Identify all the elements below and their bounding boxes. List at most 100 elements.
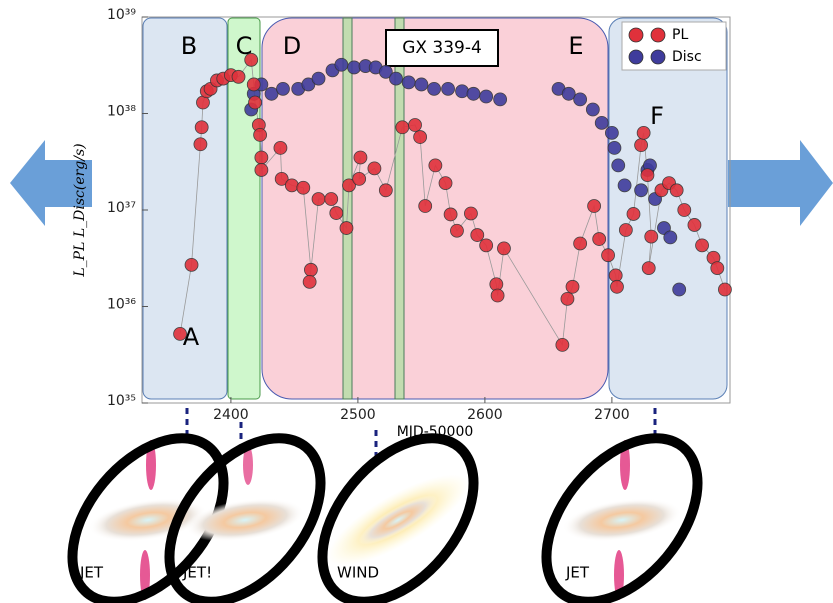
data-point — [173, 327, 187, 341]
data-point — [276, 81, 290, 96]
data-point — [193, 137, 208, 152]
data-point — [254, 163, 269, 177]
data-point — [636, 125, 651, 140]
legend-marker — [628, 49, 644, 65]
disc — [562, 498, 682, 542]
diagram-label: JET! — [182, 564, 212, 582]
data-point — [443, 207, 458, 222]
data-point — [611, 158, 626, 173]
data-point — [607, 141, 622, 155]
legend-label: Disc — [672, 49, 702, 65]
data-point — [264, 86, 279, 101]
data-point — [470, 228, 485, 242]
frame — [317, 433, 479, 603]
diagram-label: JET — [565, 564, 590, 582]
data-point — [401, 75, 416, 90]
data-point — [194, 120, 209, 135]
right-arrow — [728, 140, 833, 226]
jet — [620, 440, 630, 490]
data-point — [418, 199, 433, 213]
data-point — [395, 120, 410, 135]
y-tick-label: 10³⁷ — [107, 200, 136, 216]
data-point — [672, 282, 687, 297]
data-point — [610, 279, 624, 294]
data-point — [184, 257, 199, 272]
data-point — [342, 178, 356, 193]
region-label: A — [183, 323, 200, 351]
region-b — [142, 17, 228, 400]
data-point — [352, 172, 367, 186]
y-tick-label: 10³⁹ — [107, 7, 136, 23]
data-point — [254, 150, 269, 165]
data-point — [634, 183, 649, 198]
data-point — [304, 262, 318, 277]
data-point — [273, 141, 288, 155]
x-tick-label: 2600 — [467, 407, 503, 423]
title-box — [385, 29, 499, 67]
plot: 2400 2500 2600 2700 10³⁵ 10³⁶ 10³⁷ 10³⁸ 10³⁹ A B C D… — [107, 7, 732, 423]
data-point — [592, 232, 607, 246]
data-point — [253, 128, 268, 142]
legend-marker — [650, 49, 666, 65]
frame — [67, 433, 229, 603]
data-point — [565, 279, 580, 294]
data-point — [301, 77, 316, 92]
data-point — [640, 168, 655, 182]
jet — [140, 550, 150, 600]
data-point — [302, 274, 317, 289]
data-point — [413, 130, 428, 144]
chart-title: GX 339-4 — [402, 38, 482, 58]
legend-marker — [628, 27, 644, 43]
y-axis-label: L_PL L_Disc(erg/s) — [72, 143, 88, 277]
wind-illustration — [317, 433, 479, 603]
data-point — [490, 288, 505, 303]
frame — [541, 433, 703, 603]
legend-marker — [650, 27, 666, 43]
data-point — [601, 248, 615, 263]
region-label: B — [181, 32, 197, 60]
jet — [243, 445, 253, 485]
diagram-label: JET — [79, 564, 104, 582]
data-point — [334, 57, 349, 72]
data-point — [687, 218, 702, 232]
data-point — [466, 86, 481, 101]
disc — [185, 498, 305, 542]
diagram-labels: JET JET! WIND JET — [79, 564, 590, 582]
data-point — [695, 238, 709, 253]
y-tick-label: 10³⁵ — [107, 393, 136, 409]
x-tick-label: 2500 — [340, 407, 376, 423]
data-point — [378, 64, 393, 79]
data-point — [311, 71, 326, 86]
data-point — [641, 261, 656, 275]
data-point — [618, 223, 633, 237]
data-point — [626, 207, 641, 221]
data-point — [479, 89, 494, 104]
region-f — [608, 17, 728, 400]
data-point — [324, 192, 339, 206]
data-point — [479, 238, 494, 253]
data-point — [296, 180, 311, 195]
diagram-label: WIND — [337, 564, 379, 582]
disc — [358, 495, 438, 545]
region-label: D — [283, 32, 301, 60]
data-point — [441, 81, 455, 96]
x-tick-label: 2700 — [594, 407, 630, 423]
data-point — [414, 77, 429, 92]
data-point — [274, 172, 289, 186]
region-strip — [394, 17, 405, 400]
legend-label: PL — [672, 27, 688, 43]
data-point — [573, 236, 588, 251]
data-point — [644, 229, 659, 244]
y-tick-label: 10³⁶ — [107, 297, 136, 313]
data-point — [408, 118, 422, 132]
jet-illustration — [164, 433, 326, 603]
data-point — [594, 115, 609, 130]
data-point — [339, 221, 354, 235]
data-point — [231, 69, 246, 84]
data-point — [555, 338, 570, 352]
data-point — [347, 60, 361, 75]
data-point — [248, 95, 262, 110]
data-point — [585, 102, 600, 117]
